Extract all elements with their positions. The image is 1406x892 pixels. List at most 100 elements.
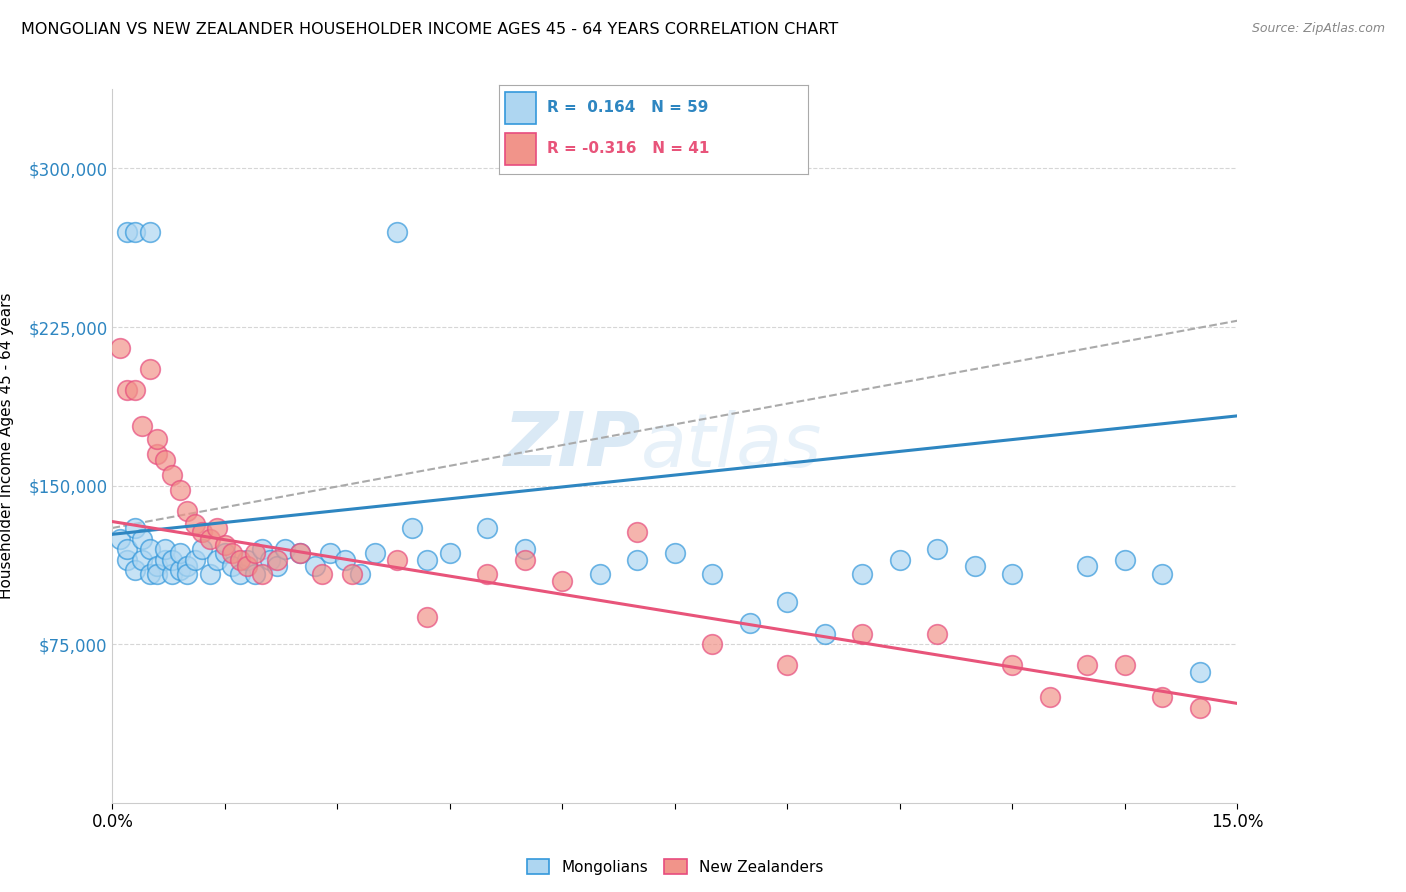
Point [1114, 658, 1136, 673]
Point [274, 542, 297, 557]
Point [243, 546, 266, 560]
Point [169, 546, 191, 560]
Point [117, 384, 139, 398]
Text: R = -0.316   N = 41: R = -0.316 N = 41 [547, 142, 710, 156]
Point [349, 567, 371, 582]
Point [776, 658, 799, 673]
Point [162, 567, 184, 582]
Point [513, 552, 536, 566]
Point [664, 546, 686, 560]
Point [236, 559, 259, 574]
Point [131, 532, 153, 546]
Point [266, 559, 288, 574]
Point [513, 542, 536, 557]
Point [117, 542, 139, 557]
Legend: Mongolians, New Zealanders: Mongolians, New Zealanders [520, 853, 830, 880]
Point [342, 567, 364, 582]
Point [439, 546, 461, 560]
Point [889, 552, 911, 566]
Point [146, 432, 169, 446]
Point [1188, 700, 1211, 714]
Point [153, 552, 176, 566]
Point [221, 559, 243, 574]
Point [416, 552, 439, 566]
Point [124, 521, 146, 535]
Point [266, 552, 288, 566]
Point [319, 546, 342, 560]
Point [1001, 567, 1024, 582]
Point [124, 384, 146, 398]
Point [108, 532, 131, 546]
Point [589, 567, 612, 582]
Point [551, 574, 574, 588]
Point [139, 362, 162, 376]
Point [252, 542, 274, 557]
Point [176, 504, 198, 518]
Point [139, 542, 162, 557]
Point [207, 552, 229, 566]
Point [1001, 658, 1024, 673]
Point [162, 552, 184, 566]
Point [259, 552, 281, 566]
Point [117, 225, 139, 239]
Point [153, 453, 176, 467]
Point [927, 542, 949, 557]
Point [626, 525, 648, 540]
Point [139, 225, 162, 239]
Point [477, 567, 499, 582]
Point [243, 567, 266, 582]
Point [229, 552, 252, 566]
Text: R =  0.164   N = 59: R = 0.164 N = 59 [547, 101, 709, 115]
Point [288, 546, 311, 560]
Point [191, 525, 214, 540]
Point [814, 626, 837, 640]
Text: atlas: atlas [641, 410, 823, 482]
Point [333, 552, 356, 566]
Point [626, 552, 648, 566]
Point [236, 552, 259, 566]
Point [252, 567, 274, 582]
Y-axis label: Householder Income Ages 45 - 64 years: Householder Income Ages 45 - 64 years [0, 293, 14, 599]
Point [131, 419, 153, 434]
Bar [505, 92, 536, 124]
Point [851, 567, 873, 582]
Point [146, 567, 169, 582]
Point [229, 567, 252, 582]
Point [702, 567, 724, 582]
Point [1114, 552, 1136, 566]
Point [184, 552, 207, 566]
Text: ZIP: ZIP [503, 409, 641, 483]
Point [124, 563, 146, 577]
Point [169, 483, 191, 497]
Bar [505, 133, 536, 165]
Text: MONGOLIAN VS NEW ZEALANDER HOUSEHOLDER INCOME AGES 45 - 64 YEARS CORRELATION CHA: MONGOLIAN VS NEW ZEALANDER HOUSEHOLDER I… [21, 22, 838, 37]
Point [304, 559, 326, 574]
Point [176, 567, 198, 582]
Point [214, 546, 236, 560]
Point [214, 538, 236, 552]
Point [191, 542, 214, 557]
Point [776, 595, 799, 609]
Point [851, 626, 873, 640]
Point [153, 542, 176, 557]
Point [927, 626, 949, 640]
Point [108, 341, 131, 355]
Point [162, 468, 184, 483]
Point [139, 567, 162, 582]
Point [221, 546, 243, 560]
Point [131, 552, 153, 566]
Point [169, 563, 191, 577]
Point [387, 225, 409, 239]
Point [1076, 559, 1098, 574]
Point [1152, 567, 1174, 582]
Point [146, 559, 169, 574]
Point [738, 616, 761, 631]
Point [146, 447, 169, 461]
Point [1039, 690, 1062, 704]
Point [198, 532, 221, 546]
Point [176, 559, 198, 574]
Point [1076, 658, 1098, 673]
Point [311, 567, 333, 582]
Point [416, 609, 439, 624]
Point [364, 546, 387, 560]
